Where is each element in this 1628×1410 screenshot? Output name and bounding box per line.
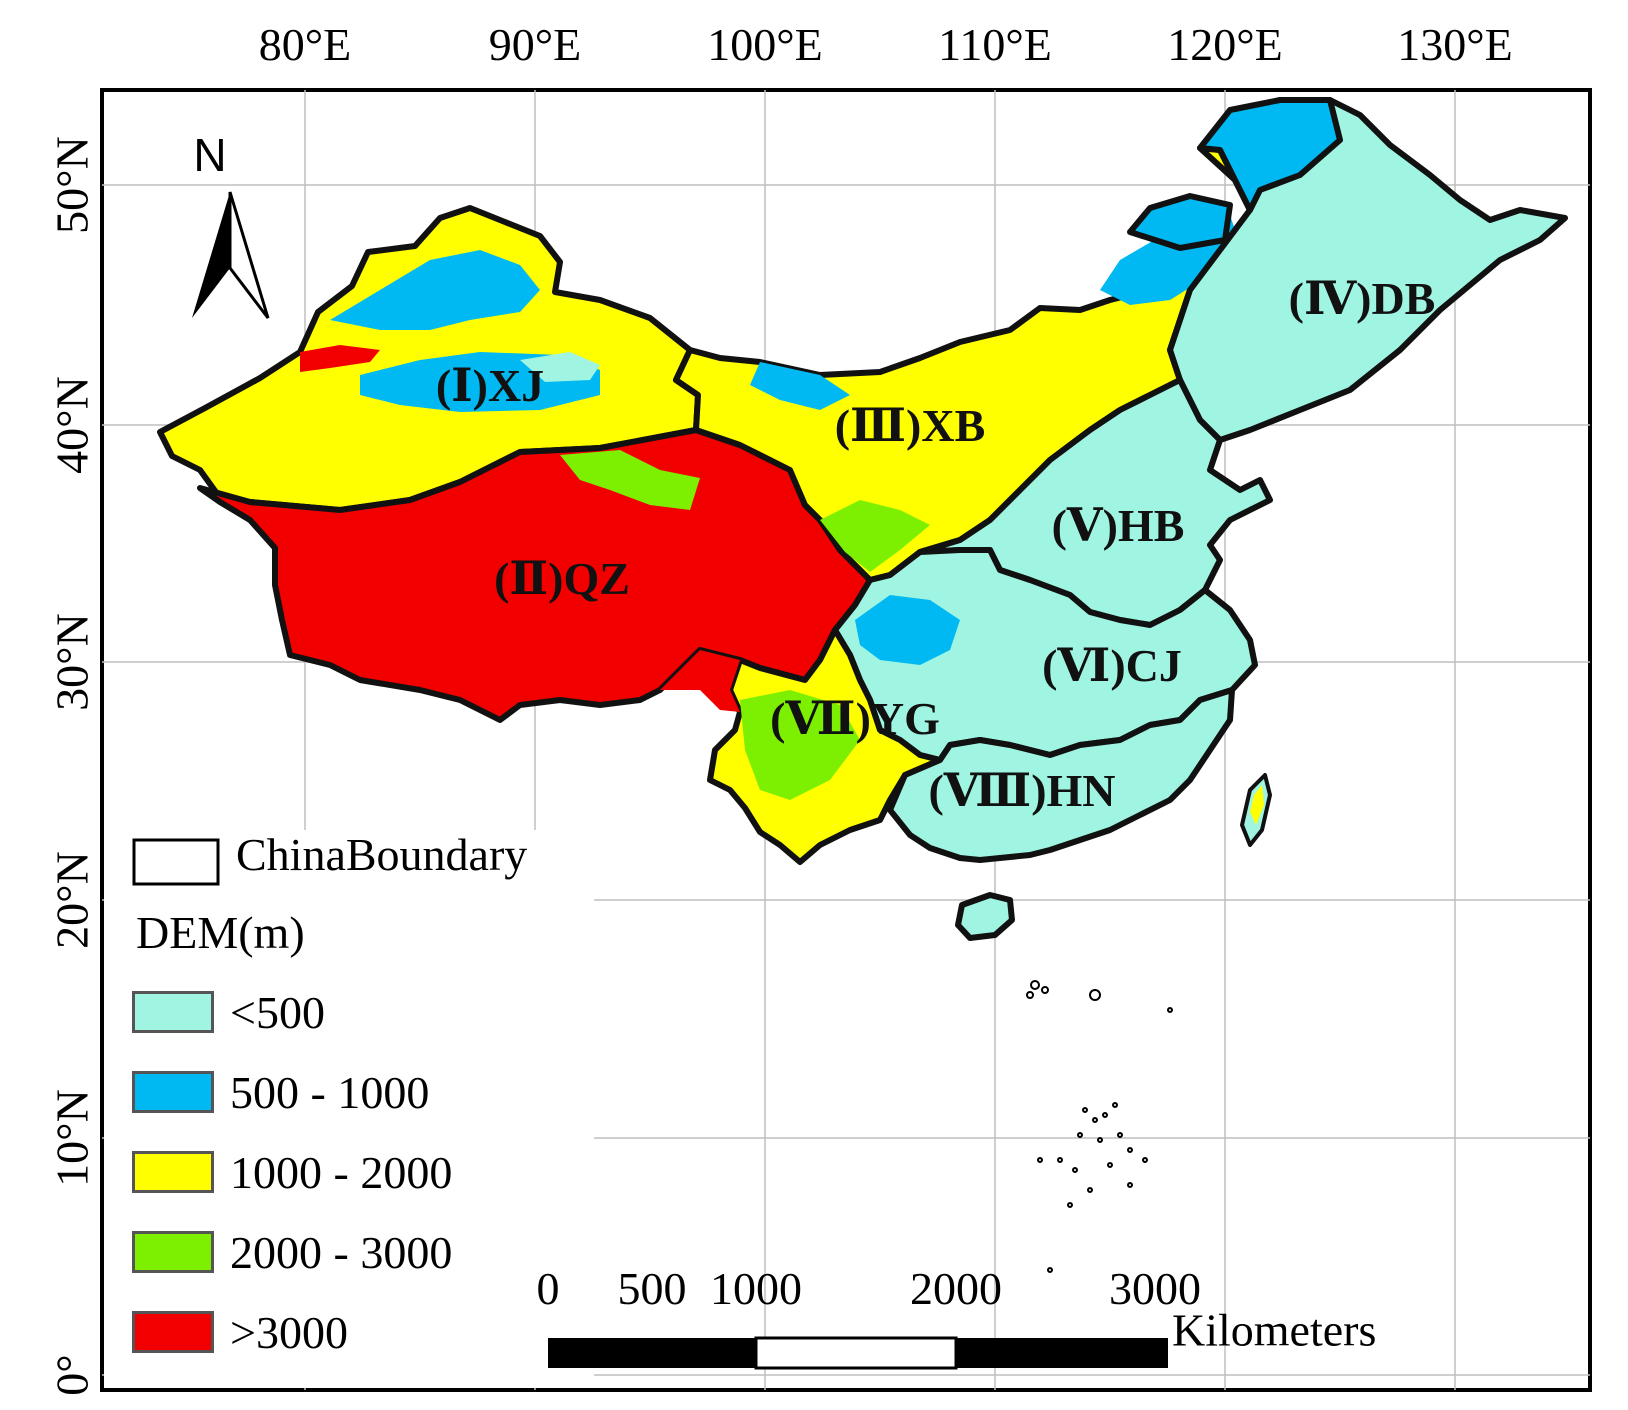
db-blue-top (1197, 97, 1343, 213)
lon-tick-90: 90°E (488, 19, 582, 70)
region-label-hb: (Ⅴ)HB (1051, 500, 1185, 551)
lon-tick-110: 110°E (938, 19, 1052, 70)
scale-label-500: 500 (617, 1263, 687, 1314)
qz-green-patch (560, 450, 700, 510)
xb-blue-mid (750, 362, 850, 410)
region-label-qz: (Ⅱ)QZ (494, 553, 630, 604)
region-label-hn: (Ⅷ)HN (928, 765, 1116, 816)
scale-unit: Kilometers (1172, 1304, 1377, 1356)
scale-label-2000: 2000 (910, 1263, 1002, 1314)
legend-class-label: >3000 (230, 1306, 348, 1358)
legend-swatch (132, 1231, 214, 1273)
xj-basin-north (330, 250, 540, 330)
lon-tick-100: 100°E (707, 19, 823, 70)
legend-class-row: 2000 - 3000 (132, 1227, 452, 1278)
legend-boundary-label: ChinaBoundary (236, 829, 528, 880)
db-blue-west (1127, 193, 1233, 251)
xj-mountain-red (300, 345, 380, 372)
legend-class-label: 2000 - 3000 (230, 1226, 453, 1278)
region-label-xb: (Ⅲ)XB (834, 400, 986, 451)
taiwan-mountain (1250, 785, 1264, 825)
scs-islands (1026, 980, 1173, 1273)
lon-tick-80: 80°E (258, 19, 352, 70)
lon-tick-120: 120°E (1167, 19, 1283, 70)
legend-class-row: 1000 - 2000 (132, 1147, 452, 1198)
legend-swatch (132, 1151, 214, 1193)
region-label-yg: (Ⅶ)YG (770, 693, 940, 744)
legend-swatch (132, 1311, 214, 1353)
region-hn (887, 687, 1235, 863)
lat-tick-20: 20°N (46, 851, 98, 949)
cj-blue-sichuan (855, 595, 960, 665)
island-hainan (955, 892, 1015, 941)
lon-tick-130: 130°E (1397, 19, 1513, 70)
region-label-cj: (Ⅵ)CJ (1042, 640, 1182, 691)
lat-tick-30: 30°N (46, 613, 98, 711)
legend-dem-title: DEM(m) (136, 907, 305, 958)
scale-label-3000: 3000 (1109, 1263, 1201, 1314)
legend-class-row: 500 - 1000 (132, 1067, 429, 1118)
legend-swatch (132, 1071, 214, 1113)
lat-tick-40: 40°N (46, 376, 98, 474)
yg-green-patch (740, 690, 860, 800)
region-label-db: (Ⅳ)DB (1288, 273, 1436, 324)
lat-tick-10: 10°N (46, 1089, 98, 1187)
scale-bar (548, 1336, 1168, 1370)
xb-green-strip (820, 500, 930, 572)
legend-class-row: <500 (132, 987, 325, 1038)
legend-class-label: <500 (230, 986, 325, 1038)
north-arrow-icon (192, 191, 270, 319)
lat-tick-50: 50°N (46, 136, 98, 234)
legend-boundary-swatch (132, 838, 220, 886)
legend-class-label: 1000 - 2000 (230, 1146, 453, 1198)
region-label-xj: (Ⅰ)XJ (435, 360, 545, 411)
north-arrow-label: N (193, 129, 227, 181)
china-regions (157, 97, 1568, 941)
scale-label-1000: 1000 (710, 1263, 802, 1314)
legend-swatch (132, 991, 214, 1033)
lat-tick-0: 0° (46, 1354, 98, 1396)
yg-red-patch (660, 650, 740, 712)
xj-basin-east (520, 352, 600, 382)
scale-label-0: 0 (536, 1263, 560, 1314)
legend-class-label: 500 - 1000 (230, 1066, 430, 1118)
legend-class-row: >3000 (132, 1307, 348, 1358)
